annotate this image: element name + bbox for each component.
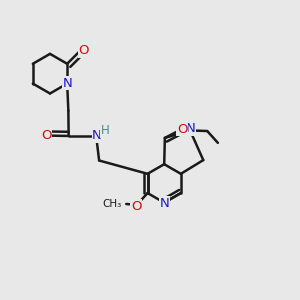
Text: N: N — [186, 122, 196, 135]
Text: N: N — [92, 129, 102, 142]
Text: N: N — [159, 197, 169, 210]
Text: O: O — [177, 123, 188, 136]
Text: CH₃: CH₃ — [102, 199, 122, 209]
Text: N: N — [63, 77, 73, 90]
Text: H: H — [101, 124, 110, 137]
Text: O: O — [131, 200, 141, 213]
Text: O: O — [41, 129, 52, 142]
Text: O: O — [78, 44, 89, 57]
